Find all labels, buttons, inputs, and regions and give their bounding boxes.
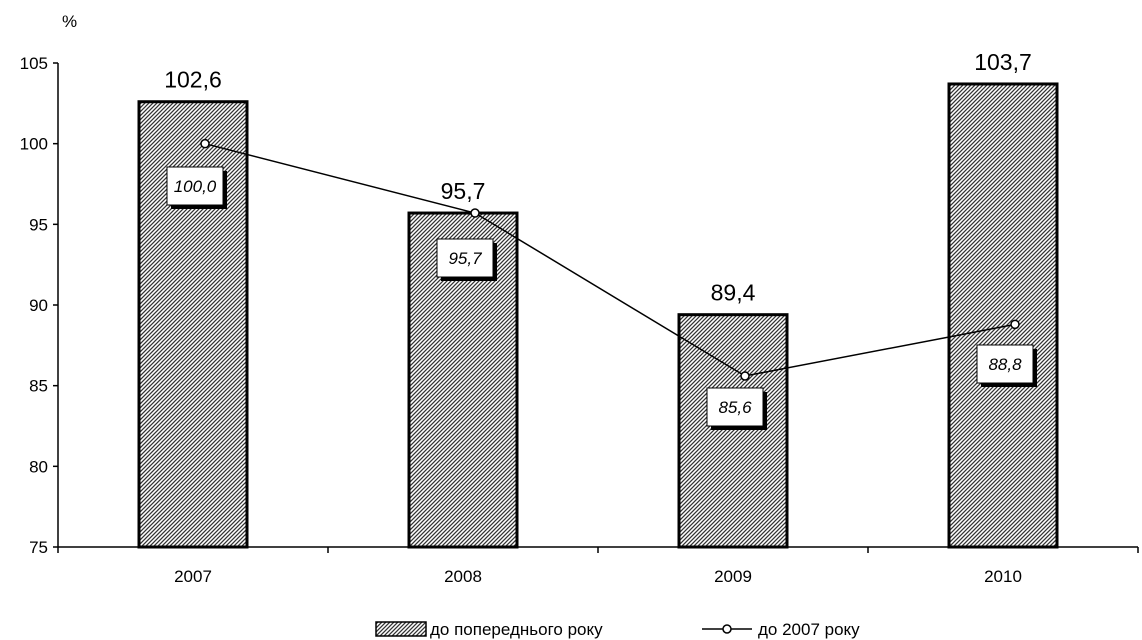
- line-data-label: 88,8: [988, 355, 1022, 374]
- line-series: [200, 138, 1020, 381]
- y-tick-label: 105: [20, 54, 48, 73]
- label-box: [166, 166, 224, 206]
- legend-label-bars: до попереднього року: [430, 620, 603, 639]
- y-tick-label: 95: [29, 215, 48, 234]
- y-tick-label: 80: [29, 457, 48, 476]
- legend-marker-line: [722, 624, 732, 634]
- y-tick-label: 75: [29, 538, 48, 557]
- y-tick-label: 90: [29, 296, 48, 315]
- bar-data-label: 102,6: [164, 67, 222, 93]
- bar-data-label: 89,4: [711, 280, 756, 306]
- series-line: [204, 142, 1016, 377]
- label-box: [976, 344, 1034, 384]
- y-axis: 75 80 85 90 95 100 105: [20, 54, 59, 557]
- legend-swatch-bars: [375, 621, 427, 637]
- line-point: [740, 371, 750, 381]
- x-tick-label: 2009: [714, 567, 752, 586]
- y-unit-label: %: [62, 12, 77, 31]
- bar: [947, 82, 1059, 549]
- line-data-labels: 100,0 95,7 85,6 88,8: [166, 166, 1037, 430]
- line-data-label: 100,0: [174, 177, 217, 196]
- legend-label-line: до 2007 року: [758, 620, 860, 639]
- line-data-label: 85,6: [718, 398, 752, 417]
- x-tick-label: 2007: [174, 567, 212, 586]
- bar-data-label: 103,7: [974, 49, 1032, 75]
- x-tick-label: 2008: [444, 567, 482, 586]
- bar-series: [137, 82, 1059, 549]
- line-point: [1010, 319, 1020, 330]
- x-tick-label: 2010: [984, 567, 1022, 586]
- bar-data-labels: 102,6 95,7 89,4 103,7: [164, 49, 1032, 306]
- line-point: [470, 208, 480, 218]
- line-point: [200, 138, 210, 149]
- label-box: [706, 387, 764, 427]
- legend: до попереднього року до 2007 року: [375, 620, 860, 639]
- x-axis: 2007 2008 2009 2010: [57, 546, 1139, 586]
- y-tick-label: 100: [20, 135, 48, 154]
- bar-data-label: 95,7: [441, 178, 486, 204]
- y-tick-label: 85: [29, 377, 48, 396]
- line-data-label: 95,7: [448, 249, 482, 268]
- label-box: [436, 238, 494, 278]
- bar: [677, 313, 789, 549]
